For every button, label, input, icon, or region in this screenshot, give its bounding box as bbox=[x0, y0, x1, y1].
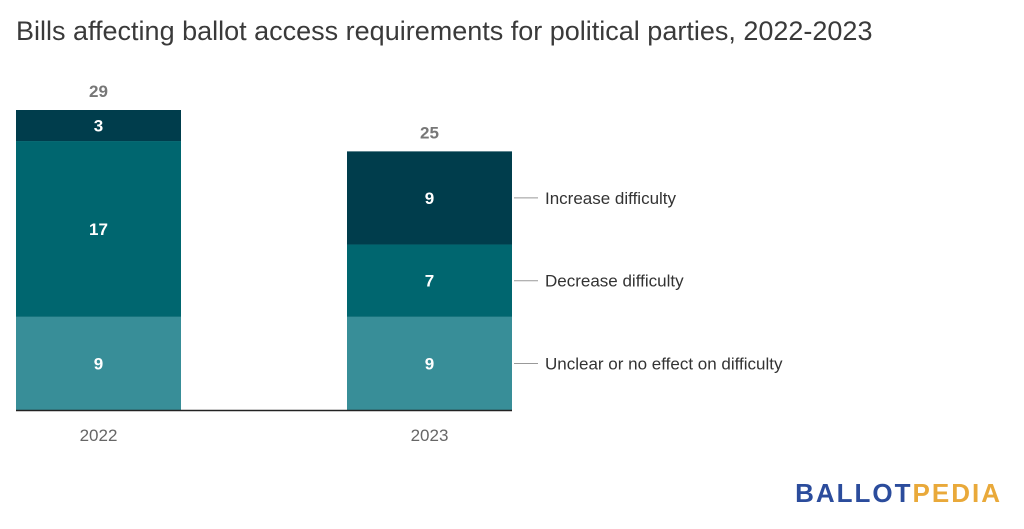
data-label-2022-2: 3 bbox=[94, 117, 103, 136]
x-tick-label-2022: 2022 bbox=[80, 426, 118, 445]
bar-segment-2023-2 bbox=[347, 151, 512, 245]
legend-label-0: Unclear or no effect on difficulty bbox=[545, 354, 783, 373]
bar-segment-2022-0 bbox=[16, 316, 181, 410]
data-label-2022-1: 17 bbox=[89, 220, 108, 239]
ballotpedia-logo: BALLOTPEDIA bbox=[795, 478, 1002, 509]
logo-part-ballot: BALLOT bbox=[795, 478, 913, 508]
bar-segment-2023-0 bbox=[347, 316, 512, 410]
total-label-2023: 25 bbox=[420, 123, 439, 142]
total-label-2022: 29 bbox=[89, 82, 108, 101]
legend-label-2: Increase difficulty bbox=[545, 189, 677, 208]
bar-segment-2022-2 bbox=[16, 110, 181, 142]
logo-part-pedia: PEDIA bbox=[912, 478, 1002, 508]
data-label-2023-0: 9 bbox=[425, 354, 434, 373]
bar-segment-2023-1 bbox=[347, 244, 512, 317]
legend-label-1: Decrease difficulty bbox=[545, 272, 684, 291]
data-label-2023-2: 9 bbox=[425, 189, 434, 208]
chart-title: Bills affecting ballot access requiremen… bbox=[16, 16, 873, 46]
bar-segment-2022-1 bbox=[16, 141, 181, 317]
x-tick-label-2023: 2023 bbox=[411, 426, 449, 445]
data-label-2023-1: 7 bbox=[425, 272, 434, 291]
data-label-2022-0: 9 bbox=[94, 354, 103, 373]
